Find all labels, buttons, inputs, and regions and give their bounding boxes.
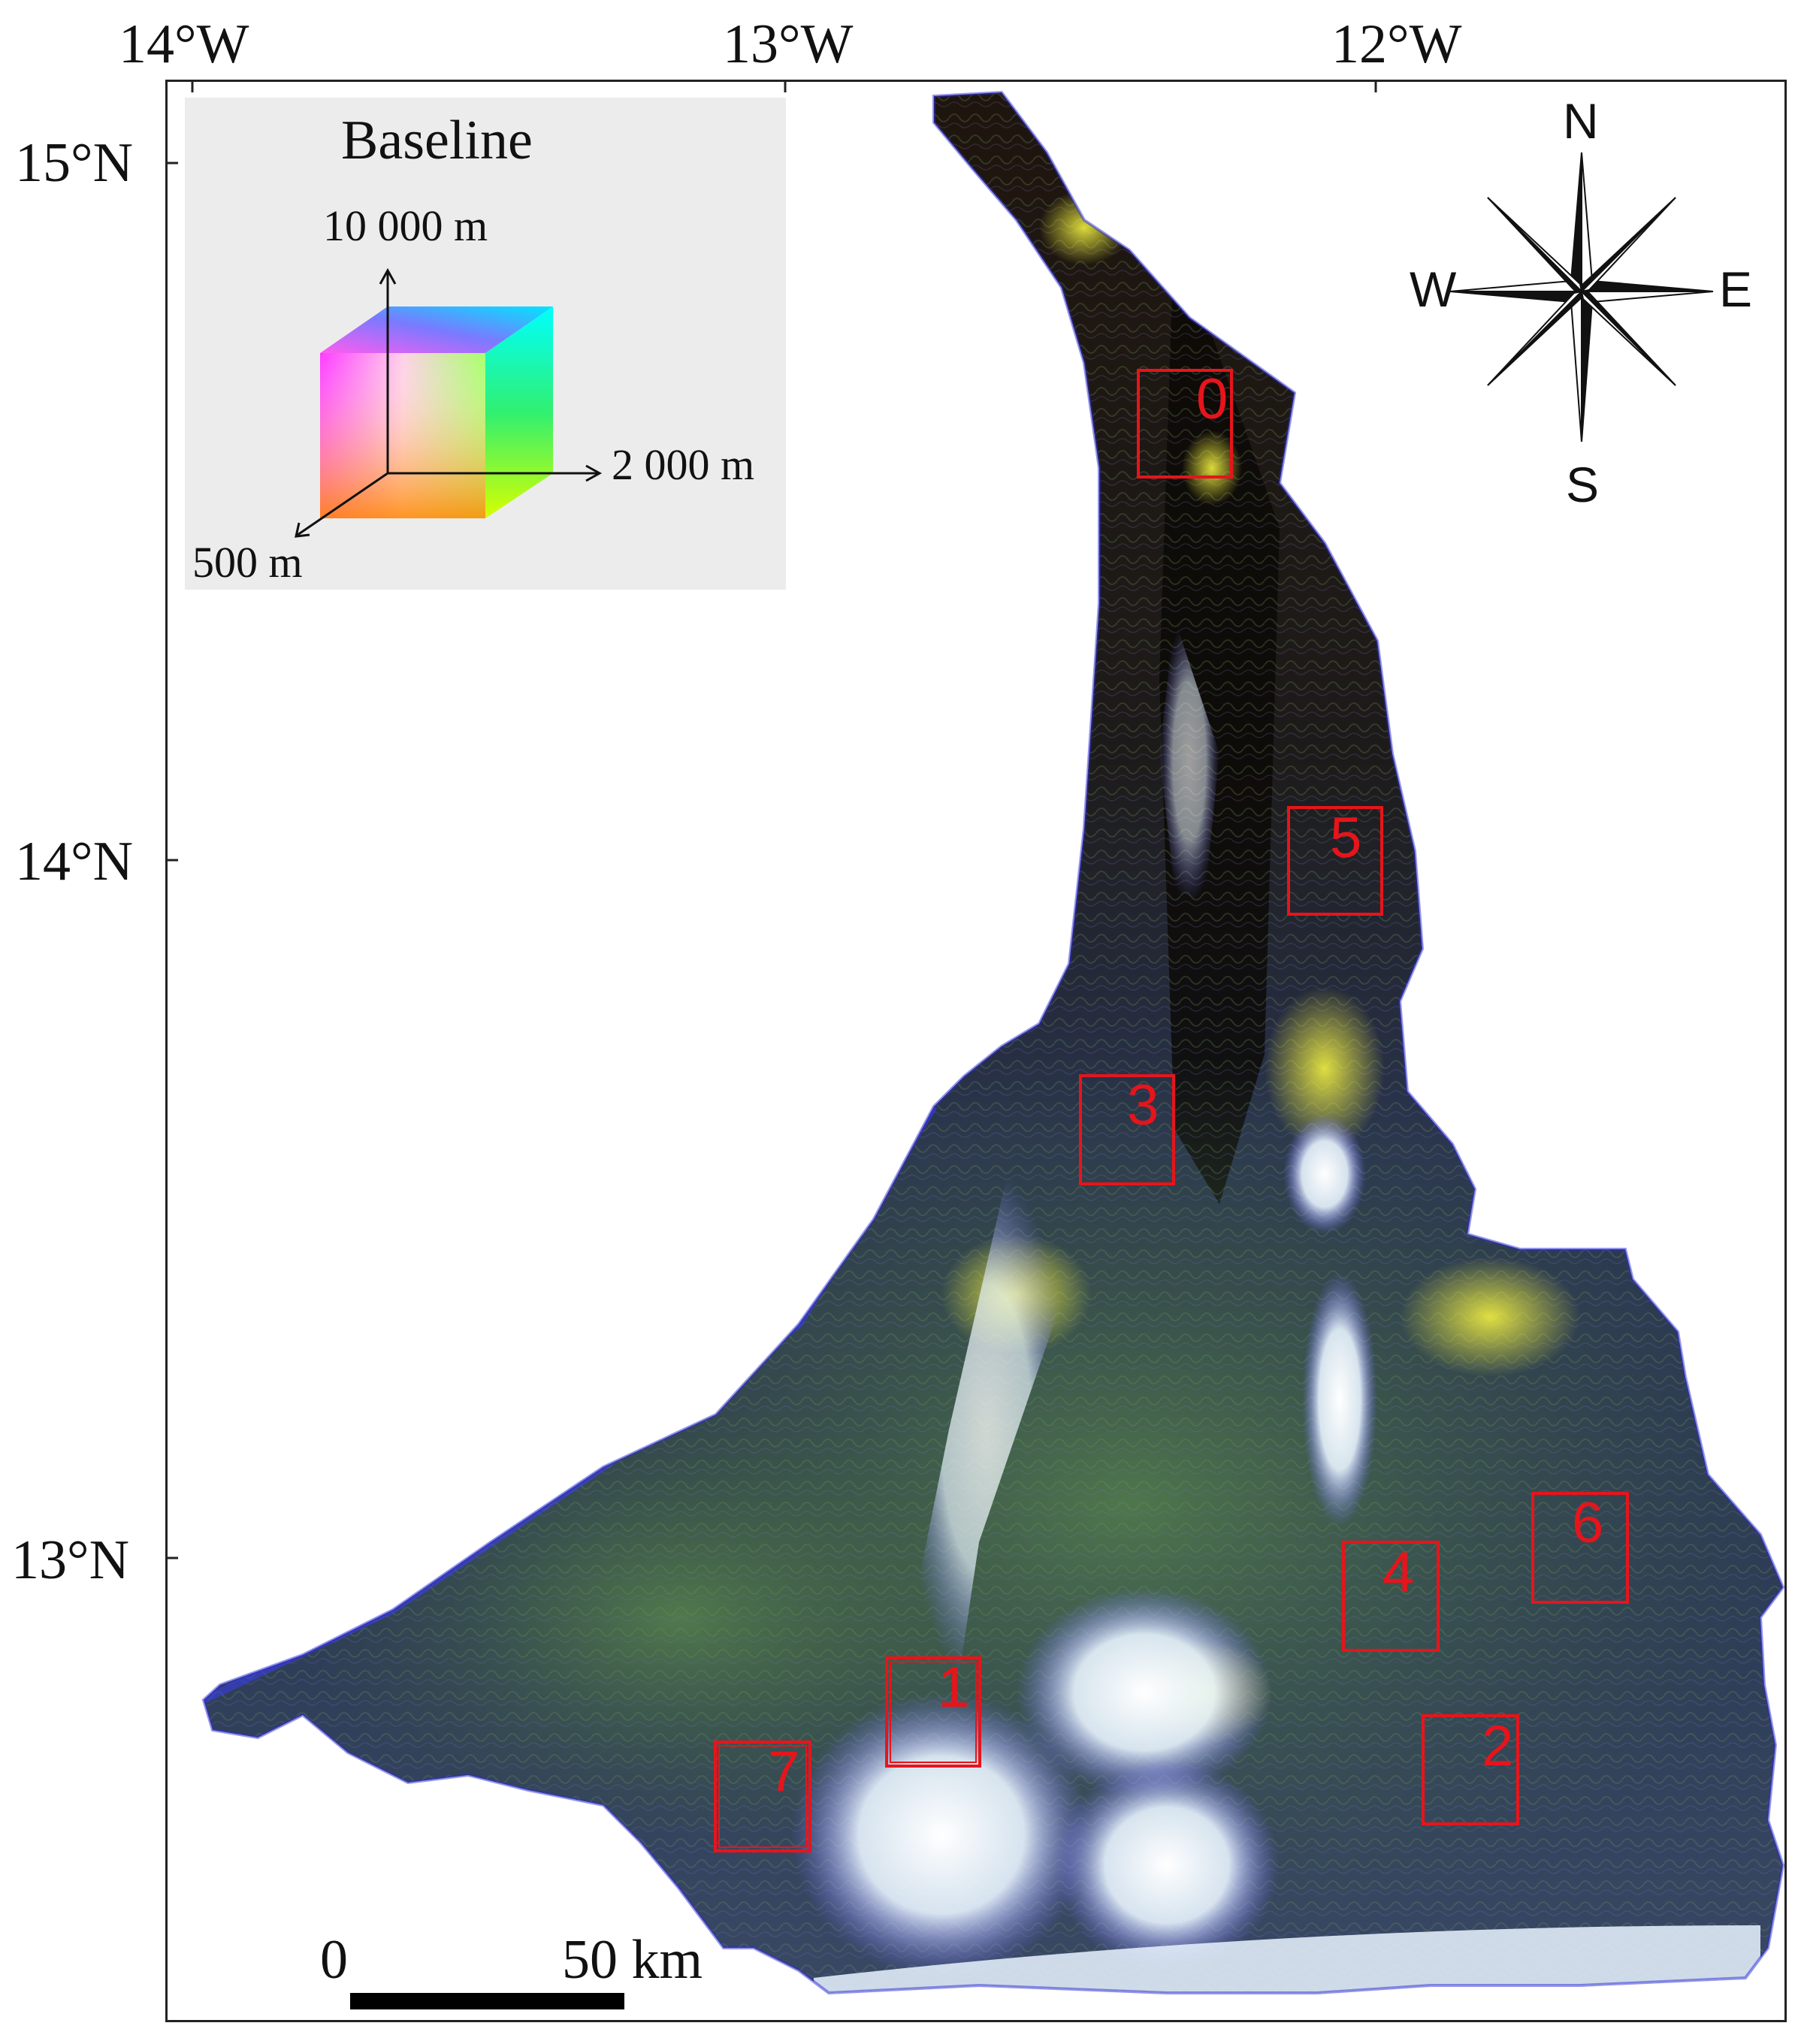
lon-label-12w: 12°W <box>1331 14 1462 75</box>
lat-label-13n: 13°N <box>11 1529 130 1591</box>
region-label-6: 6 <box>1572 1491 1604 1555</box>
scale-end-label: 50 km <box>562 1929 703 1991</box>
lat-label-14n: 14°N <box>15 831 134 892</box>
legend-vertical-axis-label: 10 000 m <box>323 201 488 250</box>
region-label-3: 3 <box>1127 1073 1159 1137</box>
terrain-raster <box>168 82 1784 2009</box>
rgb-cube-icon <box>295 267 603 538</box>
legend-title: Baseline <box>341 110 533 171</box>
region-label-7: 7 <box>768 1740 800 1804</box>
lon-label-14w: 14°W <box>119 14 249 75</box>
region-box-7 <box>714 1741 811 1852</box>
region-label-2: 2 <box>1482 1714 1514 1778</box>
region-box-1 <box>885 1656 981 1768</box>
legend-panel: Baseline 10 000 m 2 000 m 500 m <box>185 98 786 590</box>
lon-label-13w: 13°W <box>723 14 854 75</box>
compass-rose <box>1449 152 1714 442</box>
map-frame <box>165 80 1787 2022</box>
region-label-0: 0 <box>1196 367 1228 431</box>
region-label-4: 4 <box>1382 1541 1415 1605</box>
compass-east-label: E <box>1719 261 1753 317</box>
compass-south-label: S <box>1566 457 1600 512</box>
legend-depth-axis-label: 500 m <box>192 538 303 587</box>
region-box-2 <box>1422 1714 1519 1825</box>
scale-bar <box>350 1993 624 2009</box>
legend-horizontal-axis-label: 2 000 m <box>612 440 755 489</box>
region-box-0 <box>1137 369 1233 479</box>
lat-label-15n: 15°N <box>15 132 134 194</box>
region-box-5 <box>1287 806 1383 916</box>
region-label-5: 5 <box>1330 806 1362 870</box>
region-box-6 <box>1531 1492 1629 1604</box>
region-box-4 <box>1342 1541 1440 1652</box>
scale-start-label: 0 <box>320 1929 348 1991</box>
compass-north-label: N <box>1563 93 1599 149</box>
region-box-3 <box>1079 1074 1175 1185</box>
region-label-1: 1 <box>938 1656 970 1719</box>
compass-west-label: W <box>1410 261 1457 317</box>
